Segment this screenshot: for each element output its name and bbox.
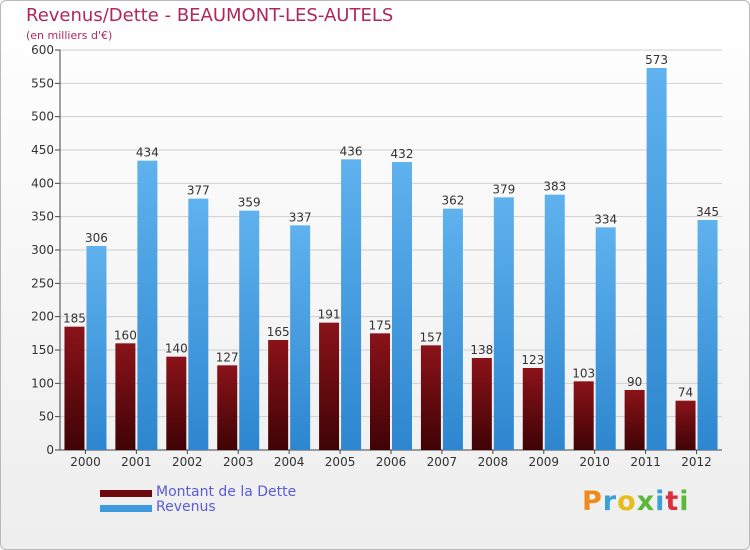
data-label-revenus: 383 xyxy=(543,180,566,194)
data-label-revenus: 334 xyxy=(594,212,617,226)
bar-dette xyxy=(624,390,645,450)
x-tick-label: 2003 xyxy=(223,455,254,469)
grid-lines xyxy=(60,49,722,418)
data-label-revenus: 337 xyxy=(289,210,312,224)
bar-revenus xyxy=(188,198,209,450)
bar-dette xyxy=(64,326,85,450)
bar-dette xyxy=(471,358,492,450)
x-tick-label: 2008 xyxy=(478,455,509,469)
logo-letter: o xyxy=(617,486,637,517)
bar-dette xyxy=(268,340,289,450)
data-label-dette: 74 xyxy=(678,386,693,400)
bar-revenus xyxy=(595,227,616,450)
bar-dette xyxy=(675,400,696,450)
axes: 0 50 100 150 200 250 300 350 400 450 500 550 600 2000… xyxy=(31,43,722,469)
bar-dette xyxy=(420,345,441,450)
data-label-dette: 157 xyxy=(419,330,442,344)
data-label-dette: 103 xyxy=(572,366,595,380)
data-label-revenus: 377 xyxy=(187,184,210,198)
x-tick-label: 2000 xyxy=(70,455,101,469)
data-label-revenus: 362 xyxy=(441,194,464,208)
proxiti-logo: Proxiti xyxy=(582,486,690,517)
legend-swatch-revenus xyxy=(100,505,152,512)
bar-dette xyxy=(166,356,187,450)
legend-label-dette: Montant de la Dette xyxy=(156,484,297,500)
y-tick-label: 150 xyxy=(31,343,54,357)
bar-revenus xyxy=(239,210,260,450)
data-label-dette: 127 xyxy=(216,350,239,364)
y-tick-label: 450 xyxy=(31,143,54,157)
data-label-dette: 140 xyxy=(165,342,188,356)
y-tick-label: 0 xyxy=(46,443,54,457)
data-label-revenus: 436 xyxy=(340,144,363,158)
x-tick-label: 2005 xyxy=(325,455,356,469)
x-tick-label: 2001 xyxy=(121,455,152,469)
bar-revenus xyxy=(392,162,412,450)
data-label-dette: 123 xyxy=(521,353,544,367)
bar-revenus xyxy=(646,68,667,450)
bar-revenus xyxy=(341,159,362,451)
x-tick-label: 2004 xyxy=(274,455,305,469)
data-label-revenus: 359 xyxy=(238,196,261,210)
x-tick-label: 2002 xyxy=(172,455,203,469)
chart-title: Revenus/Dette - BEAUMONT-LES-AUTELS xyxy=(26,5,394,26)
data-label-revenus: 434 xyxy=(136,146,159,160)
y-tick-label: 350 xyxy=(31,210,54,224)
data-label-revenus: 306 xyxy=(85,231,108,245)
bar-revenus xyxy=(86,246,107,450)
bar-revenus xyxy=(697,220,718,450)
bar-revenus xyxy=(137,160,158,450)
x-tick-label: 2009 xyxy=(528,455,559,469)
logo-letter: P xyxy=(582,486,603,517)
data-label-dette: 185 xyxy=(63,312,86,326)
bar-dette xyxy=(522,368,543,450)
bar-dette xyxy=(370,333,390,450)
data-label-dette: 175 xyxy=(369,318,392,332)
bar-revenus xyxy=(493,197,514,450)
legend-swatch-dette xyxy=(100,490,152,497)
x-tick-label: 2012 xyxy=(681,455,712,469)
bar-revenus xyxy=(290,225,311,450)
data-label-dette: 90 xyxy=(627,375,642,389)
data-labels: 185 306 160 434 140 377 127 359 165 337 191 436 175 4… xyxy=(63,53,719,400)
bars xyxy=(64,68,718,451)
y-tick-label: 250 xyxy=(31,276,54,290)
logo-letter: i xyxy=(655,486,666,517)
logo-letter: x xyxy=(636,486,656,517)
logo-letter: i xyxy=(679,486,690,517)
x-tick-label: 2011 xyxy=(630,455,661,469)
bar-dette xyxy=(115,343,136,450)
chart-subtitle: (en milliers d'€) xyxy=(26,29,113,42)
data-label-dette: 191 xyxy=(318,308,341,322)
bar-dette xyxy=(217,365,238,450)
y-tick-label: 100 xyxy=(31,376,54,390)
x-tick-label: 2007 xyxy=(427,455,458,469)
y-tick-label: 200 xyxy=(31,310,54,324)
bar-revenus xyxy=(544,194,565,450)
y-tick-label: 600 xyxy=(31,43,54,57)
y-tick-label: 50 xyxy=(39,410,54,424)
bar-dette xyxy=(319,322,340,450)
data-label-revenus: 345 xyxy=(696,205,719,219)
logo-letter: r xyxy=(602,486,618,517)
data-label-dette: 165 xyxy=(267,325,290,339)
data-label-revenus: 432 xyxy=(391,147,414,161)
y-tick-label: 500 xyxy=(31,110,54,124)
y-tick-label: 400 xyxy=(31,176,54,190)
x-tick-label: 2010 xyxy=(579,455,610,469)
data-label-dette: 160 xyxy=(114,328,137,342)
data-label-revenus: 573 xyxy=(645,53,668,67)
bar-dette xyxy=(573,381,594,450)
y-tick-label: 300 xyxy=(31,243,54,257)
data-label-revenus: 379 xyxy=(492,182,515,196)
logo-letter: t xyxy=(665,486,680,517)
y-tick-label: 550 xyxy=(31,76,54,90)
x-tick-label: 2006 xyxy=(376,455,407,469)
legend-label-revenus: Revenus xyxy=(156,499,216,515)
bar-revenus xyxy=(442,208,463,450)
data-label-dette: 138 xyxy=(470,343,493,357)
